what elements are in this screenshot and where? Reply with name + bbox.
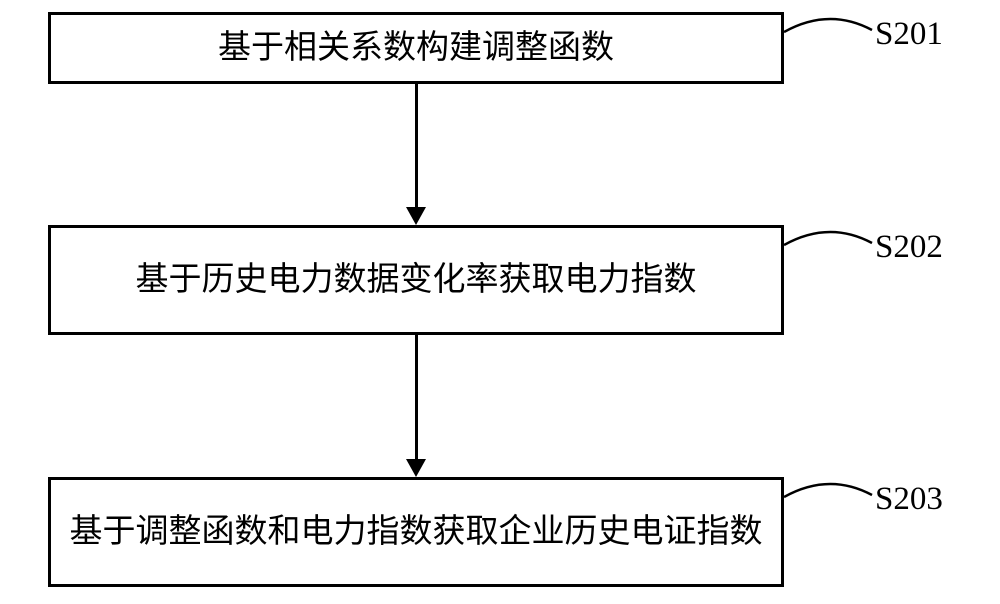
flow-step-s202: 基于历史电力数据变化率获取电力指数 — [48, 225, 784, 335]
flow-step-s203: 基于调整函数和电力指数获取企业历史电证指数 — [48, 477, 784, 587]
flow-step-text-s202: 基于历史电力数据变化率获取电力指数 — [136, 257, 697, 303]
arrow-line-1 — [415, 84, 418, 208]
flow-step-s201: 基于相关系数构建调整函数 — [48, 12, 784, 84]
connector-s203 — [784, 477, 874, 517]
connector-s202 — [784, 225, 874, 265]
step-label-s201: S201 — [875, 16, 943, 53]
step-label-s203: S203 — [875, 481, 943, 518]
flow-step-text-s203: 基于调整函数和电力指数获取企业历史电证指数 — [70, 509, 763, 555]
arrow-head-2 — [406, 459, 426, 477]
connector-s201 — [784, 12, 874, 52]
step-label-s202: S202 — [875, 229, 943, 266]
arrow-line-2 — [415, 335, 418, 459]
flow-step-text-s201: 基于相关系数构建调整函数 — [218, 25, 614, 71]
arrow-head-1 — [406, 207, 426, 225]
